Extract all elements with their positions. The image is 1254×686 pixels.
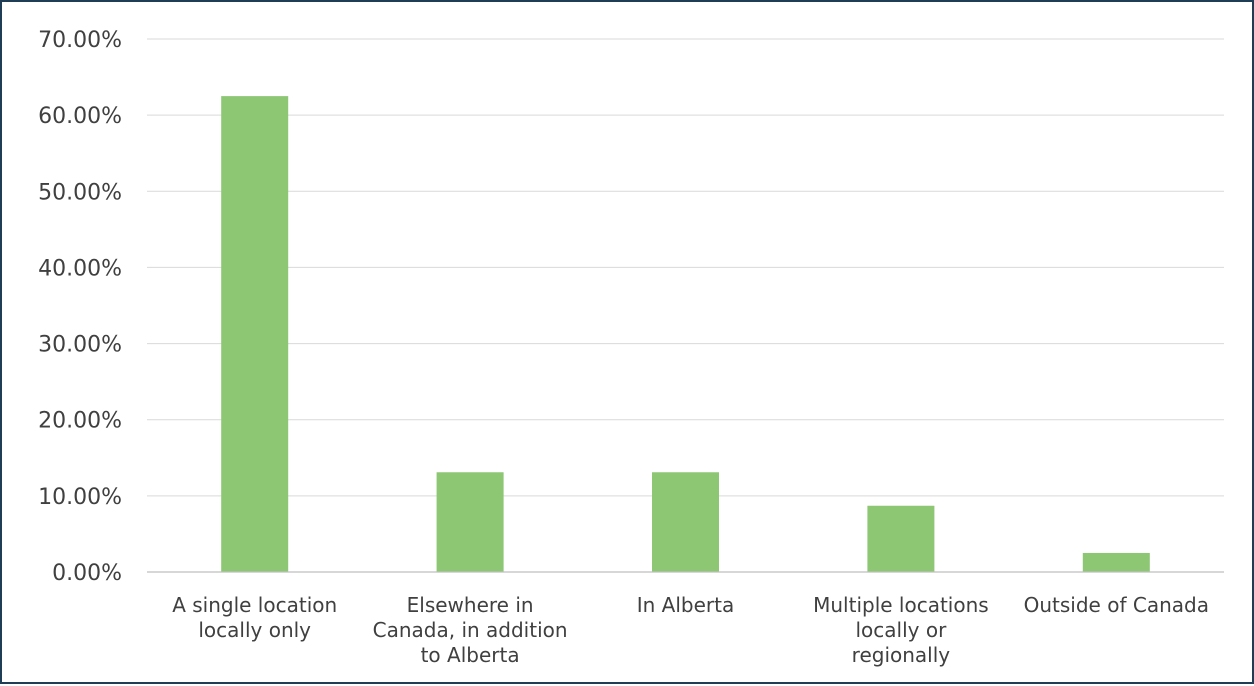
y-tick-label: 50.00% <box>38 180 122 205</box>
x-category-label: Outside of Canada <box>1024 593 1209 617</box>
y-tick-label: 60.00% <box>38 104 122 129</box>
y-tick-label: 0.00% <box>52 561 122 586</box>
y-tick-label: 70.00% <box>38 28 122 53</box>
x-axis-category-labels: A single location locally only Elsewhere i… <box>172 593 1209 667</box>
x-category-label: Multiple locations locally or regionally <box>813 593 989 667</box>
y-axis-tick-labels: 0.00% 10.00% 20.00% 30.00% 40.00% 50.00% 60.00… <box>38 28 122 586</box>
bar <box>1082 552 1150 572</box>
bar <box>221 96 289 572</box>
y-tick-label: 20.00% <box>38 409 122 434</box>
bar <box>436 472 504 572</box>
x-category-label: Elsewhere in Canada, in addition to Albert… <box>373 593 568 667</box>
gridlines <box>147 38 1224 497</box>
x-category-label: In Alberta <box>637 593 735 617</box>
bar <box>652 472 719 572</box>
bars <box>221 96 1150 572</box>
x-category-label: A single location locally only <box>172 593 337 642</box>
y-tick-label: 40.00% <box>38 256 122 281</box>
y-tick-label: 30.00% <box>38 333 122 358</box>
y-tick-label: 10.00% <box>38 485 122 510</box>
bar <box>867 505 935 572</box>
